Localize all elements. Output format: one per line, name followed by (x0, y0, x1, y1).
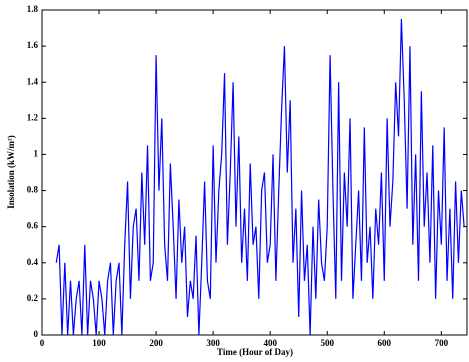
x-tick-label: 600 (378, 338, 392, 348)
y-tick-label: 1 (34, 149, 39, 159)
y-tick-label: 1.6 (27, 40, 39, 50)
y-tick-label: 1.8 (27, 4, 39, 14)
y-tick-label: 0.8 (27, 185, 39, 195)
data-line (55, 19, 465, 336)
x-tick-label: 200 (149, 338, 163, 348)
y-axis-label: Insolation (kW/m²) (6, 135, 16, 208)
x-axis-label: Time (Hour of Day) (217, 347, 293, 357)
y-tick-label: 0.6 (27, 221, 39, 231)
y-tick-label: 0.4 (27, 257, 39, 267)
y-tick-label: 1.4 (27, 76, 39, 86)
x-tick-label: 700 (435, 338, 449, 348)
x-tick-label: 300 (206, 338, 220, 348)
plot-frame (41, 9, 468, 336)
x-tick-label: 100 (92, 338, 106, 348)
y-tick-label: 0 (34, 329, 39, 339)
x-tick-label: 400 (263, 338, 277, 348)
y-tick-label: 1.2 (27, 112, 39, 122)
x-tick-label: 0 (40, 338, 45, 348)
x-tick-label: 500 (320, 338, 334, 348)
y-tick-label: 0.2 (27, 293, 39, 303)
